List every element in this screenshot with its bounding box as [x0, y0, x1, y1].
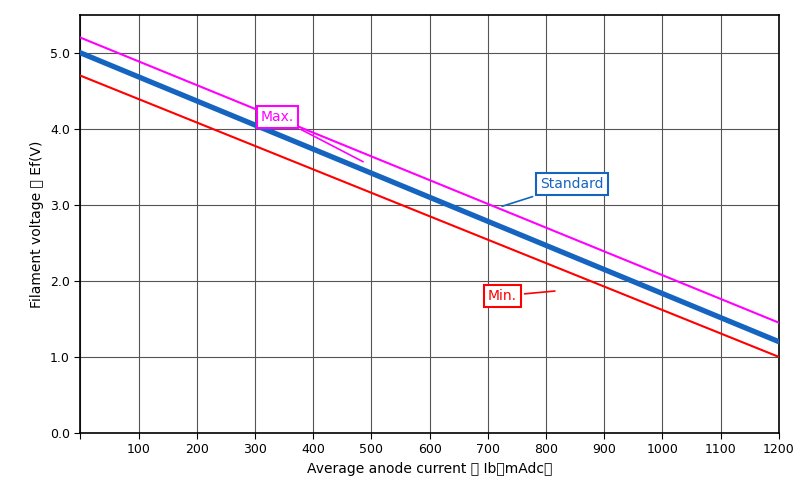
X-axis label: Average anode current ： Ib（mAdc）: Average anode current ： Ib（mAdc） [306, 462, 552, 476]
Text: Standard: Standard [501, 177, 603, 206]
Text: Min.: Min. [488, 289, 554, 303]
Y-axis label: Filament voltage ： Ef(V): Filament voltage ： Ef(V) [30, 140, 44, 308]
Text: Max.: Max. [261, 110, 363, 162]
